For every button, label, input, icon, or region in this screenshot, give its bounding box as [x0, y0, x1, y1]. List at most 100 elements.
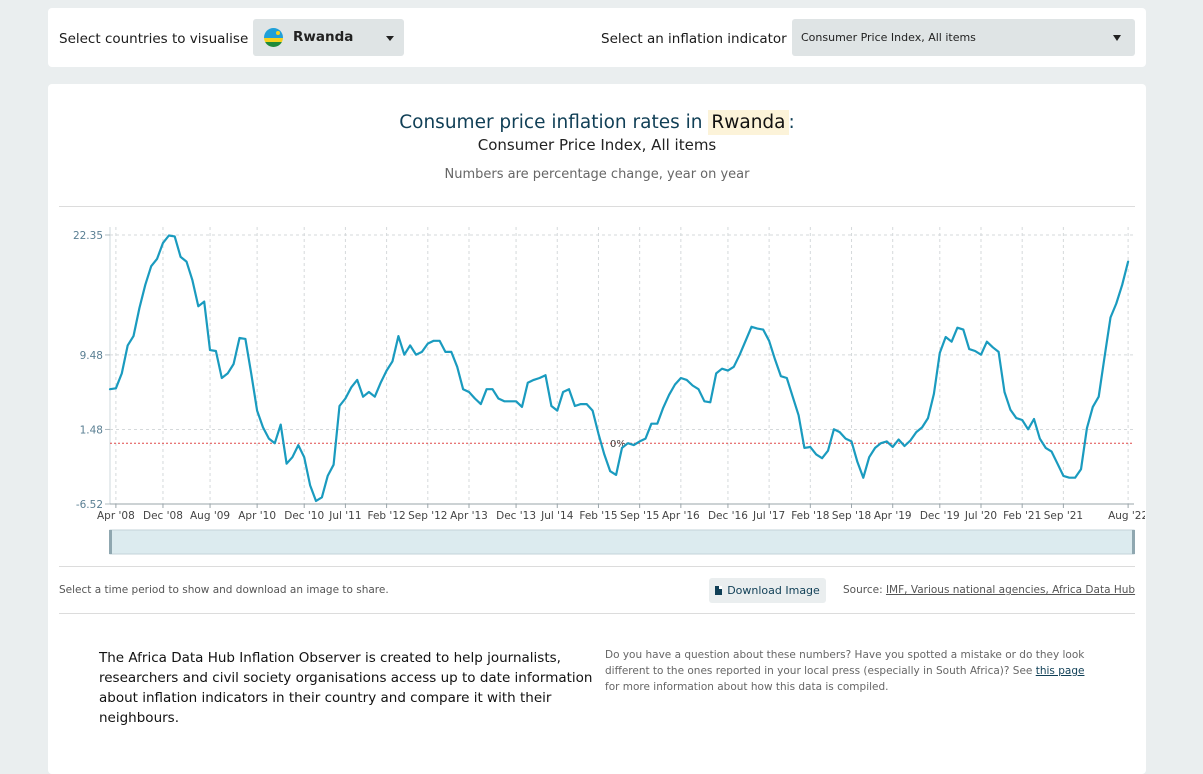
data-point — [562, 391, 564, 393]
data-point — [639, 440, 641, 442]
data-point — [468, 391, 470, 393]
about-text: The Africa Data Hub Inflation Observer i… — [99, 650, 593, 726]
data-point — [998, 351, 1000, 353]
data-point — [162, 242, 164, 244]
x-tick-label: Jul '11 — [328, 510, 361, 522]
data-point — [521, 406, 523, 408]
data-point — [539, 377, 541, 379]
data-point — [692, 384, 694, 387]
x-tick-label: Sep '15 — [620, 510, 659, 522]
data-point — [1068, 477, 1070, 479]
data-point — [527, 382, 529, 384]
source-link[interactable]: IMF, Various national agencies, Africa D… — [885, 584, 1136, 596]
data-point — [680, 377, 682, 379]
indicator-select-label: Select an inflation indicator — [601, 31, 787, 47]
data-point — [986, 341, 988, 343]
country-select[interactable]: Rwanda — [253, 19, 404, 56]
data-point — [1104, 356, 1106, 358]
data-point — [462, 388, 464, 390]
data-point — [945, 336, 947, 338]
data-point — [662, 407, 664, 409]
data-point — [1062, 475, 1064, 477]
data-point — [1121, 284, 1123, 286]
data-point — [656, 423, 658, 425]
data-point — [409, 344, 411, 346]
x-tick-label: Sep '21 — [1044, 510, 1083, 522]
data-point — [798, 414, 800, 416]
y-tick-label: 9.48 — [80, 350, 103, 362]
data-point — [1003, 391, 1006, 393]
data-point — [803, 447, 806, 449]
data-point — [739, 354, 741, 356]
data-point — [862, 477, 864, 479]
data-point — [886, 440, 888, 442]
data-point — [474, 397, 476, 400]
data-point — [750, 326, 753, 328]
data-point — [933, 393, 935, 395]
data-point — [956, 327, 959, 329]
data-point — [233, 363, 235, 365]
data-point — [309, 484, 311, 486]
divider — [59, 206, 1135, 207]
data-point — [250, 372, 252, 374]
data-point — [144, 284, 146, 286]
x-tick-label: Sep '18 — [832, 510, 871, 522]
data-point — [391, 360, 394, 362]
data-point — [580, 403, 582, 405]
data-point — [303, 456, 305, 458]
data-point — [274, 442, 276, 444]
data-point — [974, 350, 976, 352]
data-point — [185, 261, 188, 263]
indicator-select[interactable]: Consumer Price Index, All items — [792, 19, 1135, 56]
data-point — [868, 456, 870, 458]
data-point — [268, 438, 270, 440]
data-point — [444, 351, 446, 353]
data-point — [880, 442, 882, 444]
range-handle-left[interactable] — [109, 530, 112, 554]
download-image-button[interactable]: Download Image — [709, 578, 826, 603]
x-tick-label: Apr '19 — [874, 510, 912, 522]
data-point — [586, 403, 588, 405]
x-tick-label: Aug '22 — [1108, 510, 1145, 522]
x-tick-label: Aug '09 — [190, 510, 230, 522]
country-select-label: Select countries to visualise — [59, 31, 249, 47]
data-point — [697, 388, 700, 390]
data-point — [1080, 468, 1082, 470]
data-point — [397, 335, 399, 337]
data-point — [374, 396, 376, 398]
indicator-select-value: Consumer Price Index, All items — [801, 31, 976, 44]
time-range-selector[interactable] — [109, 529, 1135, 555]
x-tick-label: Apr '16 — [662, 510, 700, 522]
inflation-line-chart[interactable]: 22.35 9.48 1.48 -6.52 0% Apr '08 Dec '08 Aug '0… — [60, 220, 1145, 560]
x-tick-label: Feb '15 — [579, 510, 617, 522]
time-period-hint: Select a time period to show and downloa… — [59, 584, 389, 596]
y-tick-label: 22.35 — [73, 230, 103, 242]
chart-title-country: Rwanda — [708, 110, 789, 135]
data-point — [1027, 428, 1029, 430]
data-point — [627, 442, 629, 444]
data-point — [992, 346, 994, 348]
question-body: Do you have a question about these numbe… — [605, 649, 1085, 677]
this-page-link[interactable]: this page — [1035, 665, 1085, 677]
data-point — [903, 445, 906, 447]
chevron-down-icon — [1113, 35, 1121, 41]
x-tick-label: Jul '20 — [964, 510, 997, 522]
data-point — [792, 396, 794, 398]
data-point — [762, 329, 764, 331]
data-point — [1039, 438, 1041, 440]
data-point — [380, 382, 382, 384]
y-tick-label: 1.48 — [80, 424, 103, 436]
data-point — [291, 456, 293, 458]
data-point — [321, 496, 323, 498]
data-point — [297, 444, 299, 446]
range-handle-right[interactable] — [1132, 530, 1135, 554]
data-point — [280, 424, 282, 426]
data-point — [509, 400, 511, 402]
data-point — [533, 379, 535, 381]
data-point — [174, 235, 176, 237]
data-point — [1021, 419, 1023, 421]
data-point — [815, 453, 817, 455]
data-point — [180, 256, 182, 258]
data-point — [939, 352, 941, 354]
data-point — [315, 500, 317, 502]
